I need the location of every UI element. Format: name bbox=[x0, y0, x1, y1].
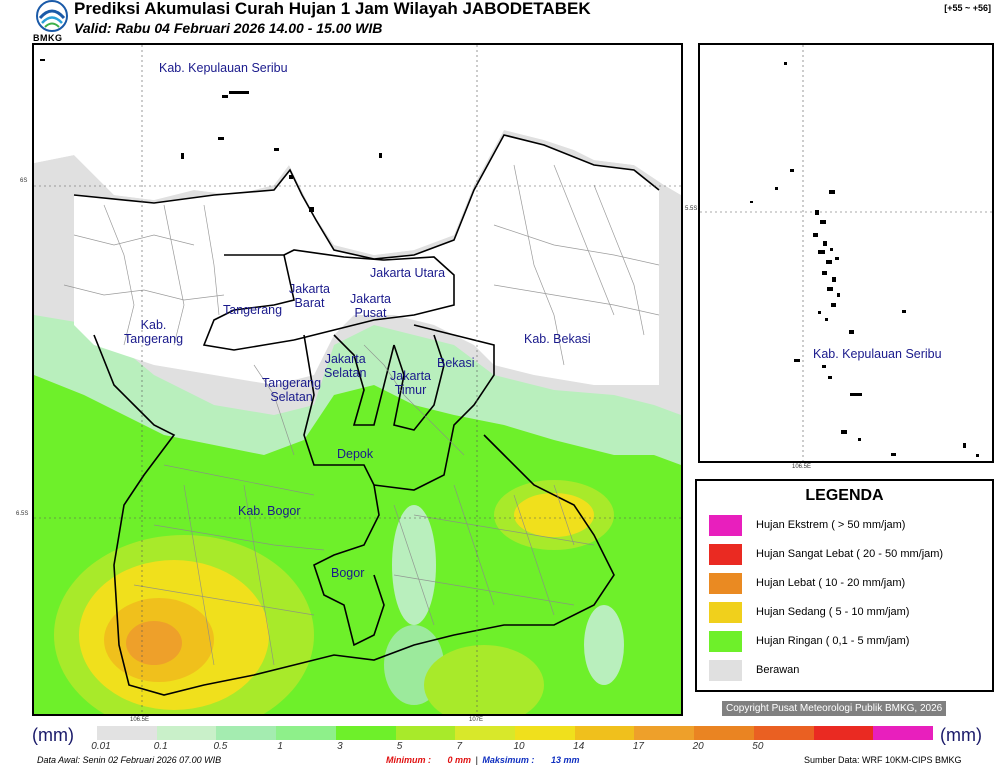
lon-1065e-label: 106.5E bbox=[130, 717, 150, 723]
rainfall-map-canvas bbox=[34, 45, 681, 714]
forecast-hour-badge: [+55 ~ +56] bbox=[944, 3, 991, 13]
legend-label: Hujan Sangat Lebat ( 20 - 50 mm/jam) bbox=[756, 548, 944, 560]
inset-canvas bbox=[700, 45, 992, 461]
scale-color-segment bbox=[694, 726, 754, 740]
minimum-label: Minimum : bbox=[386, 755, 431, 765]
minimum-value: 0 mm bbox=[447, 755, 472, 765]
scale-unit-right: (mm) bbox=[940, 725, 982, 745]
clear-north-area bbox=[74, 135, 659, 385]
scale-color-segment bbox=[156, 726, 217, 740]
legend-title: LEGENDA bbox=[805, 487, 884, 504]
legend-label: Hujan Ekstrem ( > 50 mm/jam) bbox=[756, 519, 906, 531]
inset-lat-outer: 5.5S bbox=[685, 206, 698, 212]
scale-tick-label: 50 bbox=[752, 741, 764, 752]
legend-item: Hujan Ringan ( 0,1 - 5 mm/jam) bbox=[709, 630, 909, 652]
label-tangerang-selatan: Tangerang Selatan bbox=[262, 376, 322, 404]
scale-tick-label: 7 bbox=[456, 741, 463, 752]
label-kepulauan-seribu: Kab. Kepulauan Seribu bbox=[159, 61, 288, 75]
label-jakarta-selatan: Jakarta Selatan bbox=[324, 352, 367, 380]
bmkg-logo bbox=[36, 0, 68, 32]
label-jakarta-pusat: Jakarta Pusat bbox=[350, 292, 391, 320]
scale-color-segment bbox=[753, 726, 814, 740]
scale-tick-label: 0.5 bbox=[213, 741, 228, 752]
scale-color-segment bbox=[873, 726, 934, 740]
scale-tick-label: 20 bbox=[692, 741, 704, 752]
scale-tick-label: 0.1 bbox=[153, 741, 168, 752]
legend-label: Hujan Sedang ( 5 - 10 mm/jam) bbox=[756, 606, 910, 618]
inset-lon-label: 106.5E bbox=[792, 464, 812, 470]
inset-islands bbox=[750, 62, 979, 457]
legend-item: Hujan Sangat Lebat ( 20 - 50 mm/jam) bbox=[709, 543, 943, 565]
label-kab-bekasi: Kab. Bekasi bbox=[524, 332, 591, 346]
copyright-text: Copyright Pusat Meteorologi Publik BMKG,… bbox=[722, 701, 947, 716]
scale-color-segment bbox=[335, 726, 396, 740]
inset-label-kepulauan-seribu: Kab. Kepulauan Seribu bbox=[813, 347, 942, 361]
scale-color-segment bbox=[395, 726, 456, 740]
scale-color-segment bbox=[97, 726, 157, 740]
minimum-stat: Minimum : 0 mm | Maksimum : 13 mm bbox=[386, 755, 580, 765]
label-kab-bogor: Kab. Bogor bbox=[238, 504, 301, 518]
scale-tick-label: 17 bbox=[632, 741, 644, 752]
legend-swatch bbox=[709, 630, 742, 652]
label-tangerang: Tangerang bbox=[223, 303, 283, 317]
lat-6s-outer: 6S bbox=[20, 178, 28, 184]
scale-tick-label: 0.01 bbox=[91, 741, 111, 752]
legend-swatch bbox=[709, 514, 742, 536]
yellow-zone-east bbox=[514, 493, 594, 537]
legend-swatch bbox=[709, 543, 742, 565]
lat-65s-outer: 6.5S bbox=[16, 511, 29, 517]
scale-color-segment bbox=[515, 726, 575, 740]
main-map[interactable]: Kab. Kepulauan Seribu Jakarta Utara Jaka… bbox=[32, 43, 683, 716]
label-bekasi: Bekasi bbox=[437, 356, 475, 370]
light-green-patch bbox=[584, 605, 624, 685]
graticule bbox=[34, 45, 681, 714]
scale-color-segment bbox=[574, 726, 635, 740]
legend-swatch bbox=[709, 659, 742, 681]
yellow-green-zone-south bbox=[424, 645, 544, 714]
legend-swatch bbox=[709, 572, 742, 594]
legend-item: Hujan Lebat ( 10 - 20 mm/jam) bbox=[709, 572, 905, 594]
district-boundaries bbox=[63, 164, 660, 666]
data-awal: Data Awal: Senin 02 Februari 2026 07.00 … bbox=[37, 755, 222, 765]
scale-color-segment bbox=[455, 726, 516, 740]
color-scale-bar bbox=[97, 726, 934, 740]
legend-item: Berawan bbox=[709, 659, 799, 681]
maksimum-label: Maksimum : bbox=[482, 755, 535, 765]
label-kab-tangerang: Kab. Tangerang bbox=[124, 318, 184, 346]
logo-text: BMKG bbox=[33, 33, 63, 43]
scale-tick-label: 14 bbox=[573, 741, 585, 752]
admin-boundaries bbox=[73, 134, 660, 696]
scale-unit-left: (mm) bbox=[32, 725, 74, 745]
maksimum-value: 13 mm bbox=[550, 755, 580, 765]
scale-tick-label: 3 bbox=[337, 741, 343, 752]
orange-zone bbox=[126, 621, 182, 665]
scale-tick-label: 10 bbox=[513, 741, 525, 752]
label-bogor: Bogor bbox=[331, 566, 365, 580]
legend-label: Berawan bbox=[756, 664, 800, 676]
legend-panel: LEGENDA Hujan Ekstrem ( > 50 mm/jam) Huja… bbox=[695, 479, 994, 692]
lon-107e-label: 107E bbox=[469, 717, 484, 723]
scale-color-segment bbox=[276, 726, 336, 740]
label-jakarta-timur: Jakarta Timur bbox=[390, 369, 431, 397]
label-jakarta-barat: Jakarta Barat bbox=[289, 282, 330, 310]
legend-label: Hujan Ringan ( 0,1 - 5 mm/jam) bbox=[756, 635, 910, 647]
islands bbox=[40, 59, 382, 212]
valid-period: Valid: Rabu 04 Februari 2026 14.00 - 15.… bbox=[74, 20, 383, 36]
legend-label: Hujan Lebat ( 10 - 20 mm/jam) bbox=[756, 577, 906, 589]
scale-color-segment bbox=[216, 726, 277, 740]
legend-item: Hujan Sedang ( 5 - 10 mm/jam) bbox=[709, 601, 909, 623]
legend-item: Hujan Ekstrem ( > 50 mm/jam) bbox=[709, 514, 905, 536]
scale-color-segment bbox=[813, 726, 874, 740]
scale-tick-label: 1 bbox=[277, 741, 283, 752]
data-source: Sumber Data: WRF 10KM-CIPS BMKG bbox=[804, 755, 962, 765]
legend-swatch bbox=[709, 601, 742, 623]
scale-tick-label: 5 bbox=[396, 741, 403, 752]
page-title: Prediksi Akumulasi Curah Hujan 1 Jam Wil… bbox=[74, 0, 591, 18]
inset-map[interactable]: Kab. Kepulauan Seribu 5.5S bbox=[698, 43, 994, 463]
sea-area bbox=[34, 45, 681, 255]
scale-color-segment bbox=[634, 726, 695, 740]
label-depok: Depok bbox=[337, 447, 374, 461]
label-jakarta-utara: Jakarta Utara bbox=[370, 266, 446, 280]
